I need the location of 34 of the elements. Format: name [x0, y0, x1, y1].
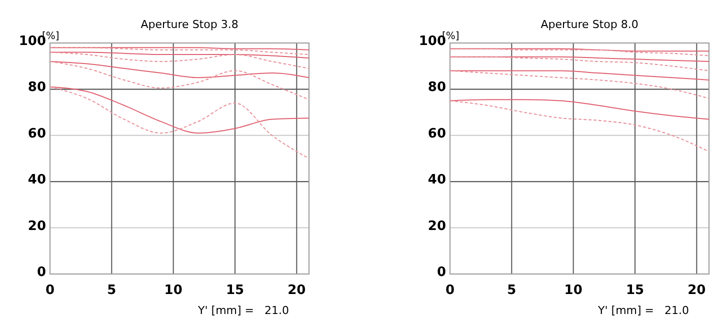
y-tick-label: 0 — [436, 265, 446, 280]
y-tick-label: 60 — [428, 126, 446, 142]
line-series — [50, 60, 310, 78]
y-tick-label: 60 — [28, 126, 46, 142]
line-series — [450, 70, 710, 80]
line-series — [50, 86, 310, 159]
y-tick-label: 40 — [428, 172, 446, 188]
x-tick-label: 15 — [626, 283, 644, 298]
chart-title: Aperture Stop 8.0 — [540, 18, 638, 31]
y-tick-label: 40 — [28, 172, 46, 188]
x-axis-title: Y' [mm] = 21.0 — [597, 304, 689, 317]
line-series — [450, 99, 710, 120]
x-tick-label: 15 — [226, 283, 244, 298]
line-series — [450, 56, 710, 72]
chart-title: Aperture Stop 3.8 — [140, 18, 238, 31]
line-series — [450, 48, 710, 56]
line-series — [450, 70, 710, 99]
line-series — [50, 47, 310, 56]
line-series — [50, 60, 310, 100]
y-tick-label: 20 — [28, 218, 46, 234]
x-tick-label: 5 — [507, 283, 516, 298]
y-tick-label: 0 — [36, 265, 46, 280]
x-tick-label: 10 — [164, 283, 182, 298]
x-tick-label: 5 — [107, 283, 116, 298]
y-tick-label: 20 — [428, 218, 446, 234]
x-tick-label: 20 — [288, 283, 306, 298]
y-tick-label: 80 — [428, 80, 446, 96]
x-tick-label: 10 — [564, 283, 582, 298]
line-series — [50, 52, 310, 69]
line-series — [50, 86, 310, 134]
line-series — [450, 100, 710, 152]
y-tick-label: 80 — [28, 80, 46, 96]
x-axis-title: Y' [mm] = 21.0 — [197, 304, 289, 317]
x-tick-label: 20 — [688, 283, 706, 298]
